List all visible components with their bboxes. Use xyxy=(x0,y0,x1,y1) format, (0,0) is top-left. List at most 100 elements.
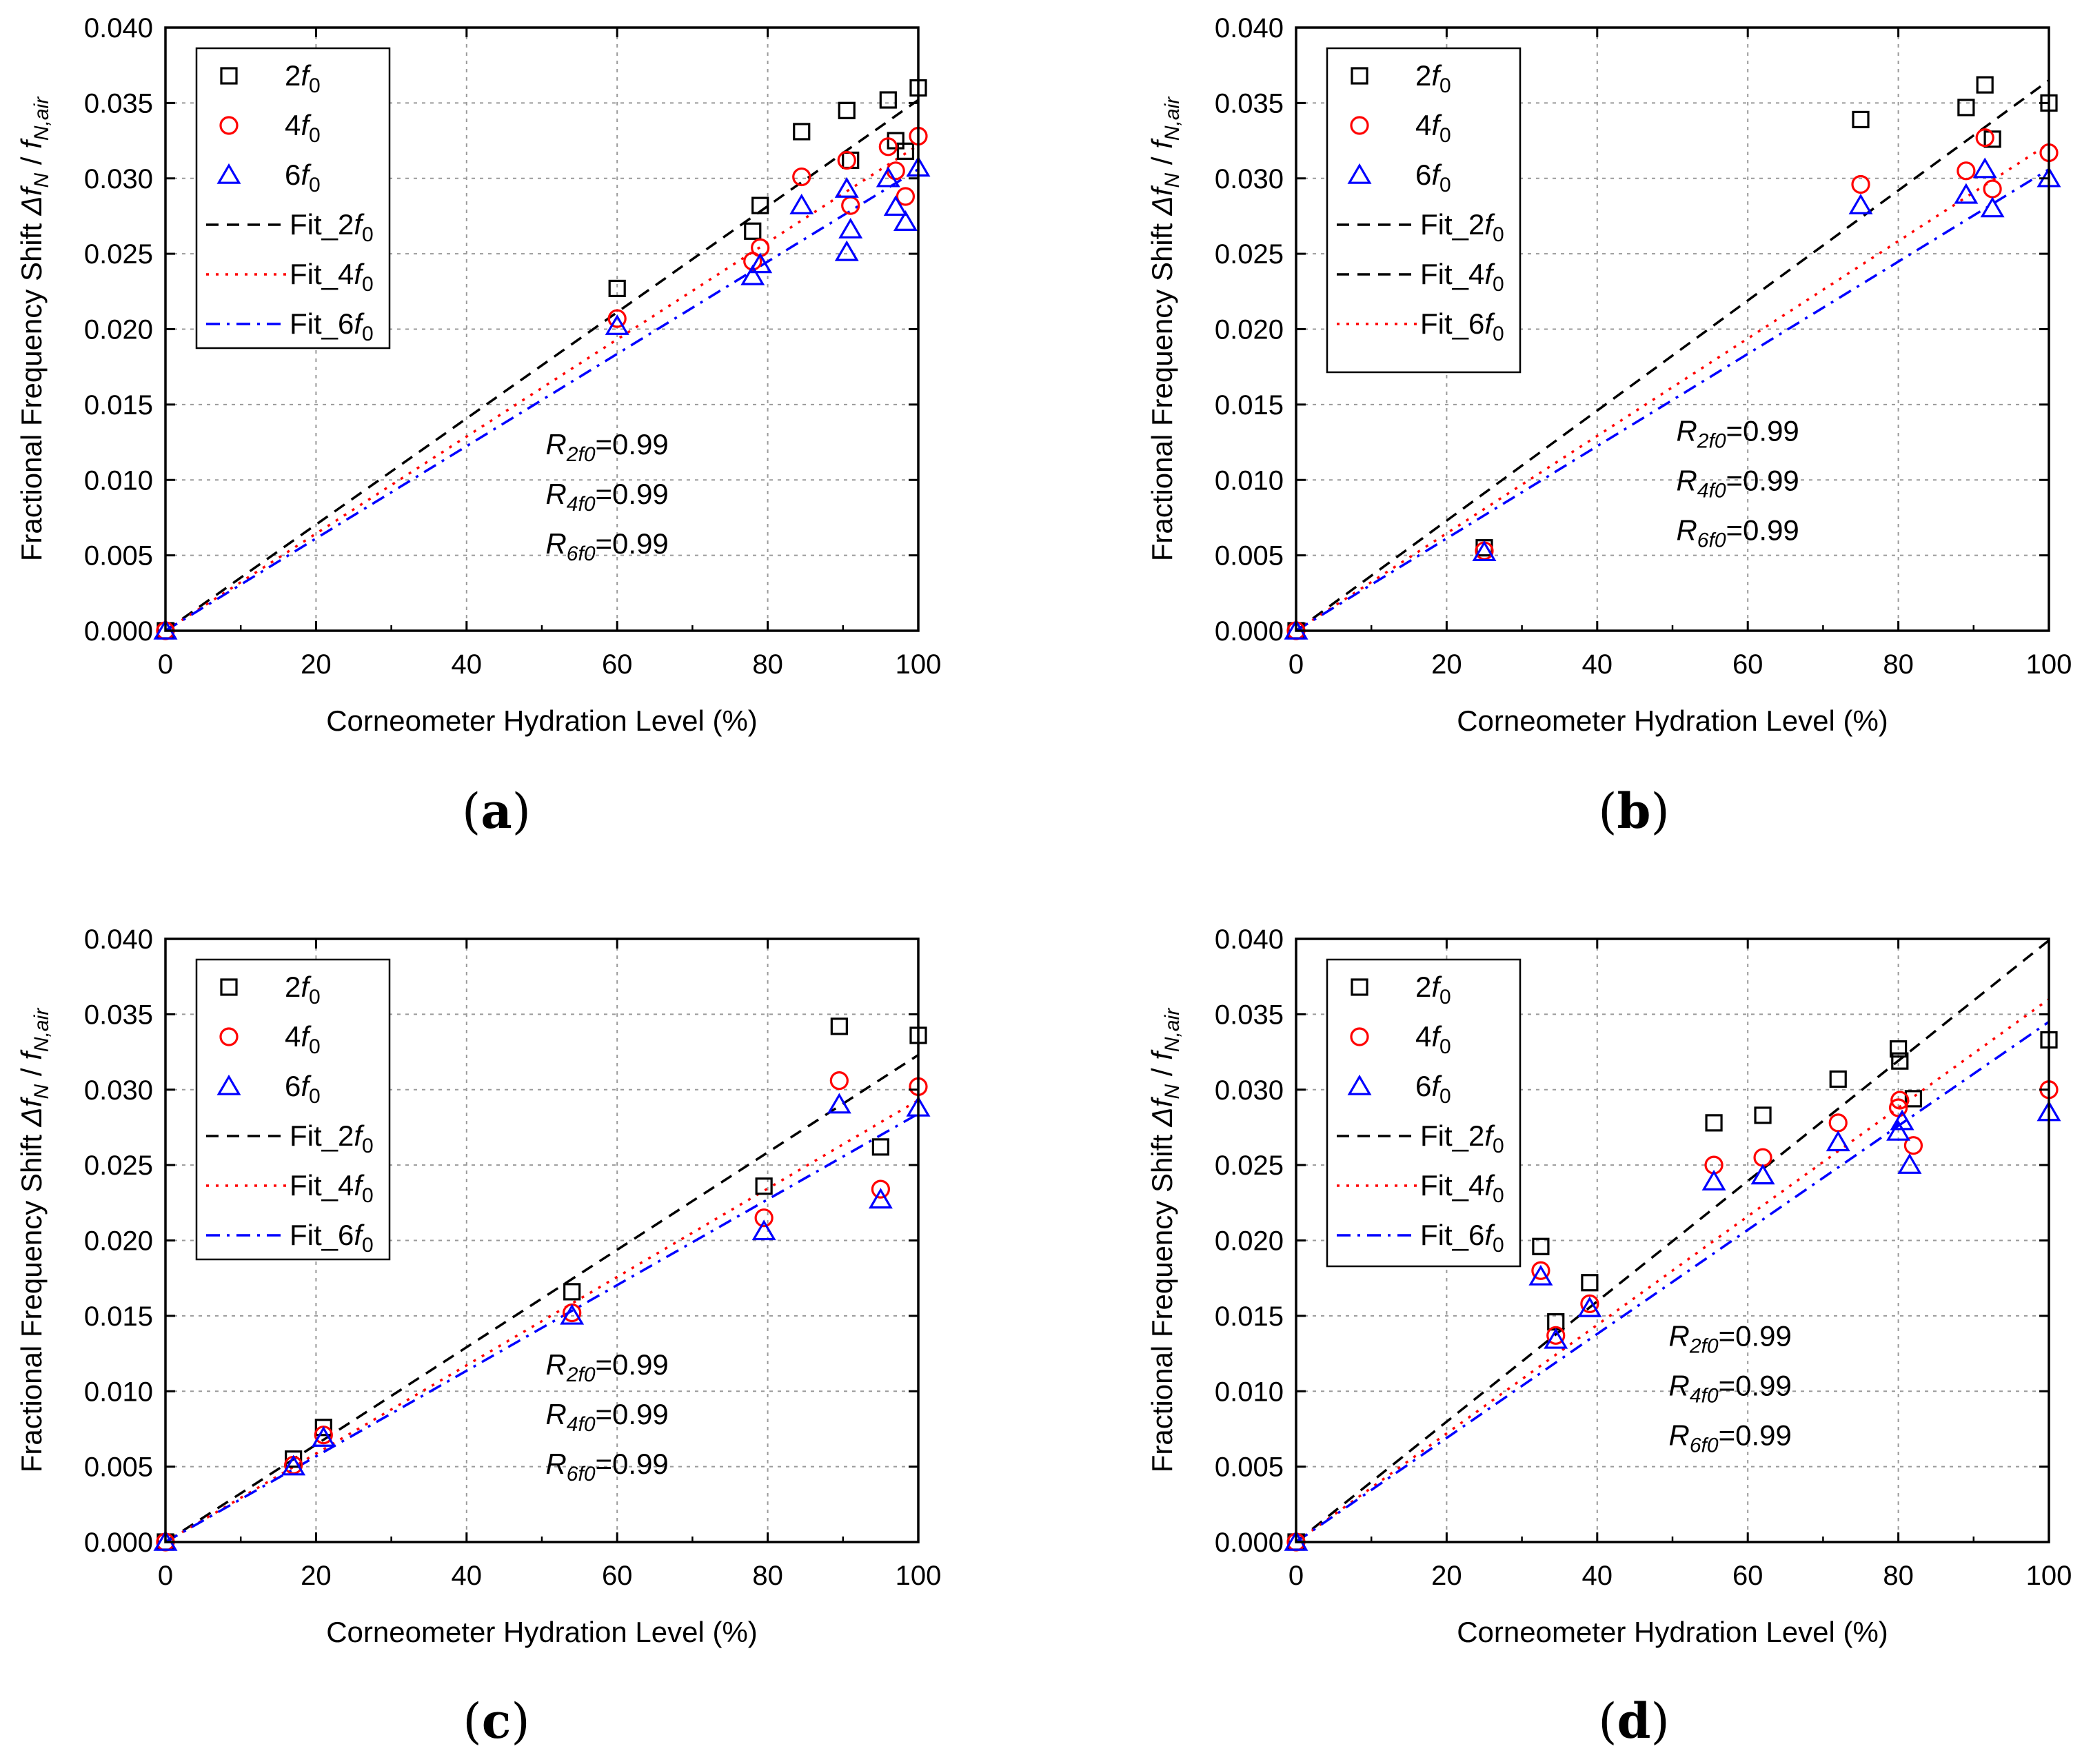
y-tick-label: 0.005 xyxy=(84,541,153,571)
legend-label: Fit_6f0 xyxy=(290,1219,374,1257)
data-point-2f0 xyxy=(751,196,769,214)
y-axis-label: Fractional Frequency Shift ΔfN / fN,air xyxy=(1146,97,1184,561)
legend-label: 4f0 xyxy=(1415,109,1451,147)
y-tick-label: 0.025 xyxy=(84,1150,153,1181)
r-annotations: R2f0=0.99 R4f0=0.99 R6f0=0.99 xyxy=(545,1348,668,1486)
r-annotations: R2f0=0.99 R4f0=0.99 R6f0=0.99 xyxy=(1669,1320,1792,1457)
x-tick-label: 80 xyxy=(752,649,783,680)
y-tick-label: 0.000 xyxy=(84,1528,153,1558)
fit-line-fit-6f0 xyxy=(165,168,918,631)
x-tick-label: 20 xyxy=(301,649,332,680)
legend-label: 6f0 xyxy=(285,1070,321,1108)
y-tick-label: 0.030 xyxy=(1215,1075,1284,1106)
r-annotation: R4f0=0.99 xyxy=(545,478,668,516)
legend-marker-triangle xyxy=(1347,1074,1372,1095)
legend-marker-square xyxy=(220,67,238,85)
x-tick-label: 0 xyxy=(1288,1561,1304,1591)
data-point-6f0 xyxy=(838,217,863,239)
y-axis-label: Fractional Frequency Shift ΔfN / fN,air xyxy=(15,1008,53,1472)
data-point-6f0 xyxy=(560,1304,585,1325)
data-point-6f0 xyxy=(1472,540,1497,562)
data-point-4f0 xyxy=(1890,1091,1910,1110)
data-point-6f0 xyxy=(1980,196,2005,218)
fit-line-fit-6f0 xyxy=(165,1113,918,1542)
x-tick-label: 40 xyxy=(452,1561,483,1591)
y-tick-label: 0.040 xyxy=(84,924,153,955)
r-annotation: R4f0=0.99 xyxy=(1669,1370,1792,1408)
fit-line-fit-6f0 xyxy=(1296,1020,2049,1542)
legend-box xyxy=(1326,47,1522,374)
y-tick-label: 0.010 xyxy=(1215,1377,1284,1407)
chart-panel-a: 0 20 40 60 80 100 0.000 0.005 0.010 0.015 0.020 0.0… xyxy=(15,13,941,737)
data-point-2f0 xyxy=(755,1177,773,1195)
data-point-6f0 xyxy=(1848,193,1873,214)
y-tick-label: 0.025 xyxy=(84,239,153,270)
data-point-2f0 xyxy=(1889,1040,1908,1058)
data-point-4f0 xyxy=(1753,1148,1772,1167)
y-tick-label: 0.005 xyxy=(84,1452,153,1483)
data-point-2f0 xyxy=(1852,110,1870,129)
fit-line-fit-2f0 xyxy=(165,99,918,631)
y-tick-label: 0.005 xyxy=(1215,1452,1284,1483)
r-annotation: R2f0=0.99 xyxy=(1676,414,1799,452)
axis-ticks: 0 20 40 60 80 100 0.000 0.005 0.010 0.015 0.020 0.0… xyxy=(84,924,941,1591)
x-tick-label: 60 xyxy=(602,1561,633,1591)
data-point-2f0 xyxy=(879,91,897,109)
data-point-2f0 xyxy=(1983,130,2001,148)
data-point-4f0 xyxy=(1531,1261,1550,1280)
x-tick-label: 60 xyxy=(1732,649,1763,680)
data-point-4f0 xyxy=(1975,128,1994,148)
data-point-4f0 xyxy=(871,1179,891,1199)
legend-marker-square xyxy=(220,978,238,996)
r-annotation: R6f0=0.99 xyxy=(1669,1419,1792,1457)
r-annotation: R6f0=0.99 xyxy=(1676,514,1799,551)
data-point-6f0 xyxy=(740,264,765,285)
chart-panel-b: 0 20 40 60 80 100 0.000 0.005 0.010 0.015 0.020 0.0… xyxy=(1146,13,2072,737)
y-tick-label: 0.030 xyxy=(84,1075,153,1106)
y-tick-label: 0.020 xyxy=(84,315,153,345)
x-axis-label: Corneometer Hydration Level (%) xyxy=(326,1616,758,1648)
data-point-6f0 xyxy=(827,1093,851,1114)
data-point-2f0 xyxy=(563,1283,581,1301)
legend-label: 2f0 xyxy=(285,59,321,97)
data-point-2f0 xyxy=(1976,76,1994,94)
data-point-6f0 xyxy=(1750,1164,1775,1185)
data-point-4f0 xyxy=(792,167,811,187)
data-point-4f0 xyxy=(607,309,627,328)
data-points xyxy=(153,79,931,640)
legend-marker-square xyxy=(1351,67,1368,85)
legend-marker-square xyxy=(1351,978,1368,996)
x-tick-label: 0 xyxy=(158,649,173,680)
x-tick-label: 80 xyxy=(1883,649,1914,680)
data-point-4f0 xyxy=(1903,1136,1923,1155)
x-tick-label: 20 xyxy=(301,1561,332,1591)
x-tick-label: 40 xyxy=(452,649,483,680)
r-annotation: R4f0=0.99 xyxy=(1676,464,1799,502)
data-point-6f0 xyxy=(876,166,900,187)
panel-label-b: (b) xyxy=(1598,782,1670,840)
data-point-2f0 xyxy=(830,1017,848,1035)
data-point-2f0 xyxy=(896,142,915,160)
y-tick-label: 0.025 xyxy=(1215,1150,1284,1181)
y-tick-label: 0.010 xyxy=(1215,465,1284,496)
data-point-6f0 xyxy=(1544,1328,1568,1349)
x-tick-label: 0 xyxy=(158,1561,173,1591)
data-point-6f0 xyxy=(1954,183,1979,204)
legend-box xyxy=(195,47,391,349)
y-tick-label: 0.020 xyxy=(1215,315,1284,345)
axis-ticks: 0 20 40 60 80 100 0.000 0.005 0.010 0.015 0.020 0.0… xyxy=(84,13,941,680)
x-tick-label: 100 xyxy=(2026,1561,2072,1591)
fit-lines xyxy=(1296,79,2049,631)
y-tick-label: 0.040 xyxy=(1215,924,1284,955)
r-annotation: R4f0=0.99 xyxy=(545,1398,668,1436)
x-axis-label: Corneometer Hydration Level (%) xyxy=(1457,704,1888,737)
legend-label: 6f0 xyxy=(1415,1070,1451,1108)
data-point-4f0 xyxy=(1546,1326,1566,1345)
y-axis-label: Fractional Frequency Shift ΔfN / fN,air xyxy=(1146,1008,1184,1472)
data-point-2f0 xyxy=(1904,1090,1923,1108)
axis-ticks: 0 20 40 60 80 100 0.000 0.005 0.010 0.015 0.020 0.0… xyxy=(1215,13,2072,680)
x-tick-label: 80 xyxy=(752,1561,783,1591)
data-point-4f0 xyxy=(1983,179,2002,199)
